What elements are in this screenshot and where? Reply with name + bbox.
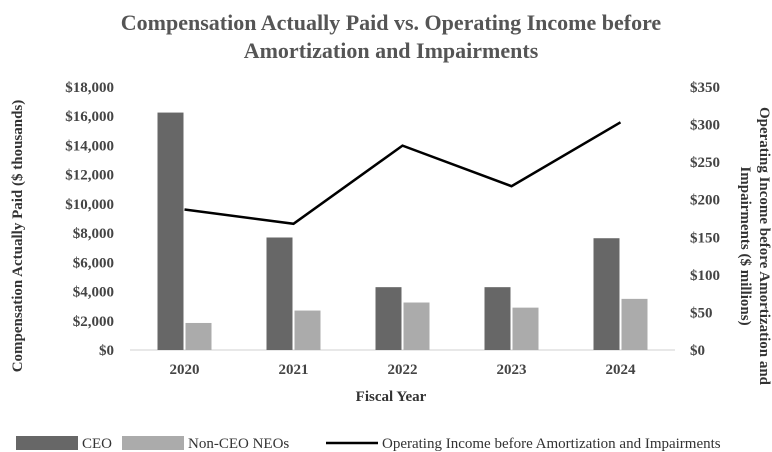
- legend-label-operating-income: Operating Income before Amortization and…: [382, 436, 721, 452]
- legend: CEO Non-CEO NEOs Operating Income before…: [16, 436, 721, 452]
- y2-axis-title-line-2: Impairments ($ millions): [737, 166, 753, 325]
- y2-tick-label: $300: [690, 118, 720, 134]
- bar-ceo-2023: [484, 287, 511, 350]
- y-tick-label: $6,000: [73, 255, 114, 271]
- y2-axis-title: Operating Income before Amortization and…: [737, 107, 772, 386]
- y2-tick-label: $200: [690, 193, 720, 209]
- y2-tick-label: $0: [690, 343, 705, 359]
- bar-ceo-2022: [375, 287, 402, 350]
- y2-tick-label: $250: [690, 155, 720, 171]
- legend-label-ceo: CEO: [82, 436, 112, 452]
- y2-tick-label: $350: [690, 80, 720, 96]
- y2-axis-title-line-1: Operating Income before Amortization and: [756, 107, 772, 386]
- x-axis-title: Fiscal Year: [356, 389, 427, 405]
- line-operating-income: [184, 121, 622, 226]
- bar-ceo-2020: [157, 112, 184, 350]
- x-tick-label: 2023: [497, 362, 527, 378]
- y2-tick-label: $150: [690, 230, 720, 246]
- y-axis-title: Compensation Actually Paid ($ thousands): [10, 100, 26, 373]
- y-tick-label: $2,000: [73, 314, 114, 330]
- y2-axis-tick-labels: $0 $50 $100 $150 $200 $250 $300 $350: [690, 80, 720, 359]
- y2-tick-label: $50: [690, 305, 713, 321]
- y-tick-label: $12,000: [65, 168, 114, 184]
- y-tick-label: $4,000: [73, 285, 114, 301]
- legend-label-non-ceo-neos: Non-CEO NEOs: [188, 436, 289, 452]
- x-tick-label: 2022: [388, 362, 418, 378]
- y-tick-label: $16,000: [65, 109, 114, 125]
- chart-title: Compensation Actually Paid vs. Operating…: [121, 10, 662, 63]
- line-series: [184, 121, 622, 226]
- bar-non-ceo-neos-2020: [185, 322, 212, 350]
- y-tick-label: $8,000: [73, 226, 114, 242]
- bar-non-ceo-neos-2024: [621, 298, 648, 350]
- y-tick-label: $14,000: [65, 138, 114, 154]
- y2-tick-label: $100: [690, 268, 720, 284]
- bars: [157, 112, 648, 350]
- bar-non-ceo-neos-2021: [294, 310, 321, 350]
- bar-non-ceo-neos-2022: [403, 302, 430, 350]
- bar-ceo-2024: [593, 238, 620, 350]
- chart-title-line-1: Compensation Actually Paid vs. Operating…: [121, 10, 662, 35]
- y-axis-tick-labels: $0 $2,000 $4,000 $6,000 $8,000 $10,000 $12,000…: [65, 80, 114, 359]
- legend-swatch-ceo: [16, 436, 78, 450]
- bar-non-ceo-neos-2023: [512, 307, 539, 350]
- x-tick-label: 2024: [606, 362, 637, 378]
- y-tick-label: $18,000: [65, 80, 114, 96]
- bar-ceo-2021: [266, 237, 293, 350]
- x-axis-tick-labels: 2020 2021 2022 2023 2024: [170, 362, 637, 378]
- x-tick-label: 2020: [170, 362, 200, 378]
- y-tick-label: $10,000: [65, 197, 114, 213]
- legend-swatch-non-ceo-neos: [122, 436, 184, 450]
- chart-title-line-2: Amortization and Impairments: [244, 38, 539, 63]
- x-tick-label: 2021: [279, 362, 309, 378]
- y-tick-label: $0: [99, 343, 114, 359]
